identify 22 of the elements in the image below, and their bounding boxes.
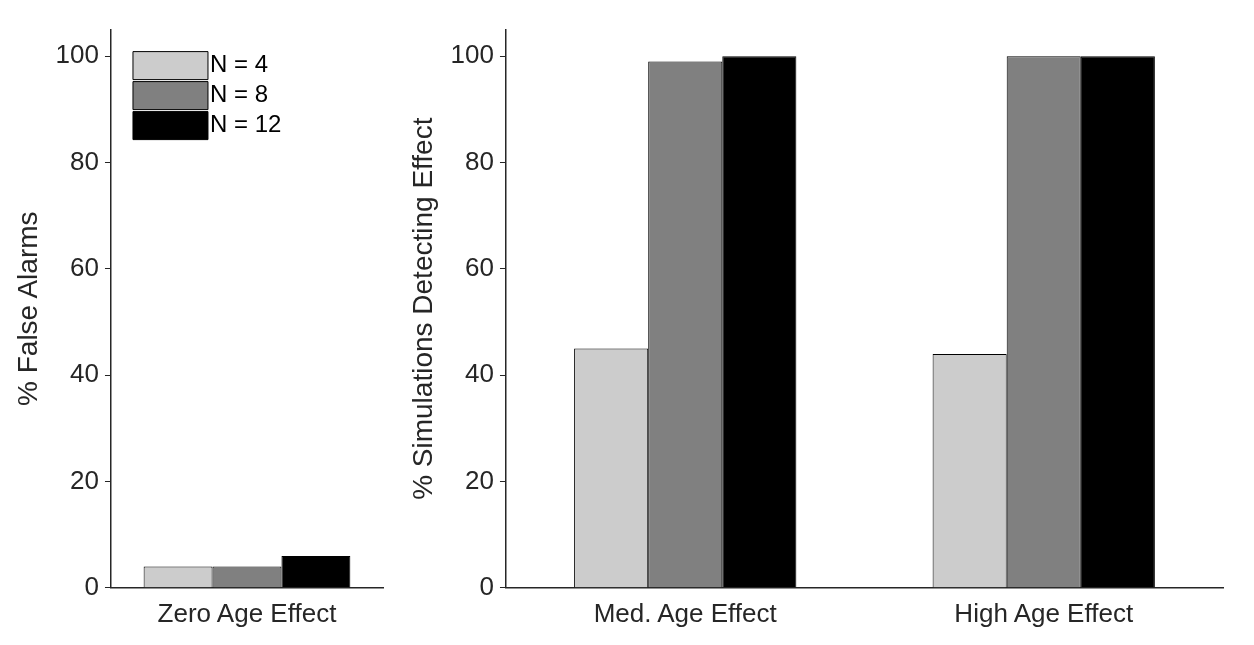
y-tick-label: 60	[465, 252, 494, 282]
y-tick-label: 40	[70, 358, 99, 389]
y-tick-label: 100	[55, 39, 99, 70]
bar	[1080, 56, 1155, 588]
bar	[722, 56, 797, 588]
x-tick-label: Zero Age Effect	[157, 597, 338, 628]
y-tick-label: 40	[465, 358, 494, 389]
y-tick-label: 0	[84, 570, 99, 601]
legend-label: N = 8	[209, 80, 269, 108]
y-axis-title: % False Alarms	[11, 211, 43, 406]
y-tick-label: 20	[465, 464, 494, 495]
y-tick-label: 80	[70, 145, 99, 176]
y-tick-label: 60	[70, 252, 99, 282]
y-tick-label: 0	[479, 570, 494, 601]
y-tick-label: 80	[465, 145, 494, 176]
y-tick-label: 20	[70, 464, 99, 495]
y-tick-label: 100	[450, 39, 494, 70]
y-axis-title: % Simulations Detecting Effect	[406, 117, 438, 500]
legend-label: N = 4	[209, 50, 269, 78]
x-tick-label: High Age Effect	[954, 597, 1134, 628]
legend-label: N = 12	[209, 110, 282, 138]
x-tick-label: Med. Age Effect	[593, 597, 778, 628]
